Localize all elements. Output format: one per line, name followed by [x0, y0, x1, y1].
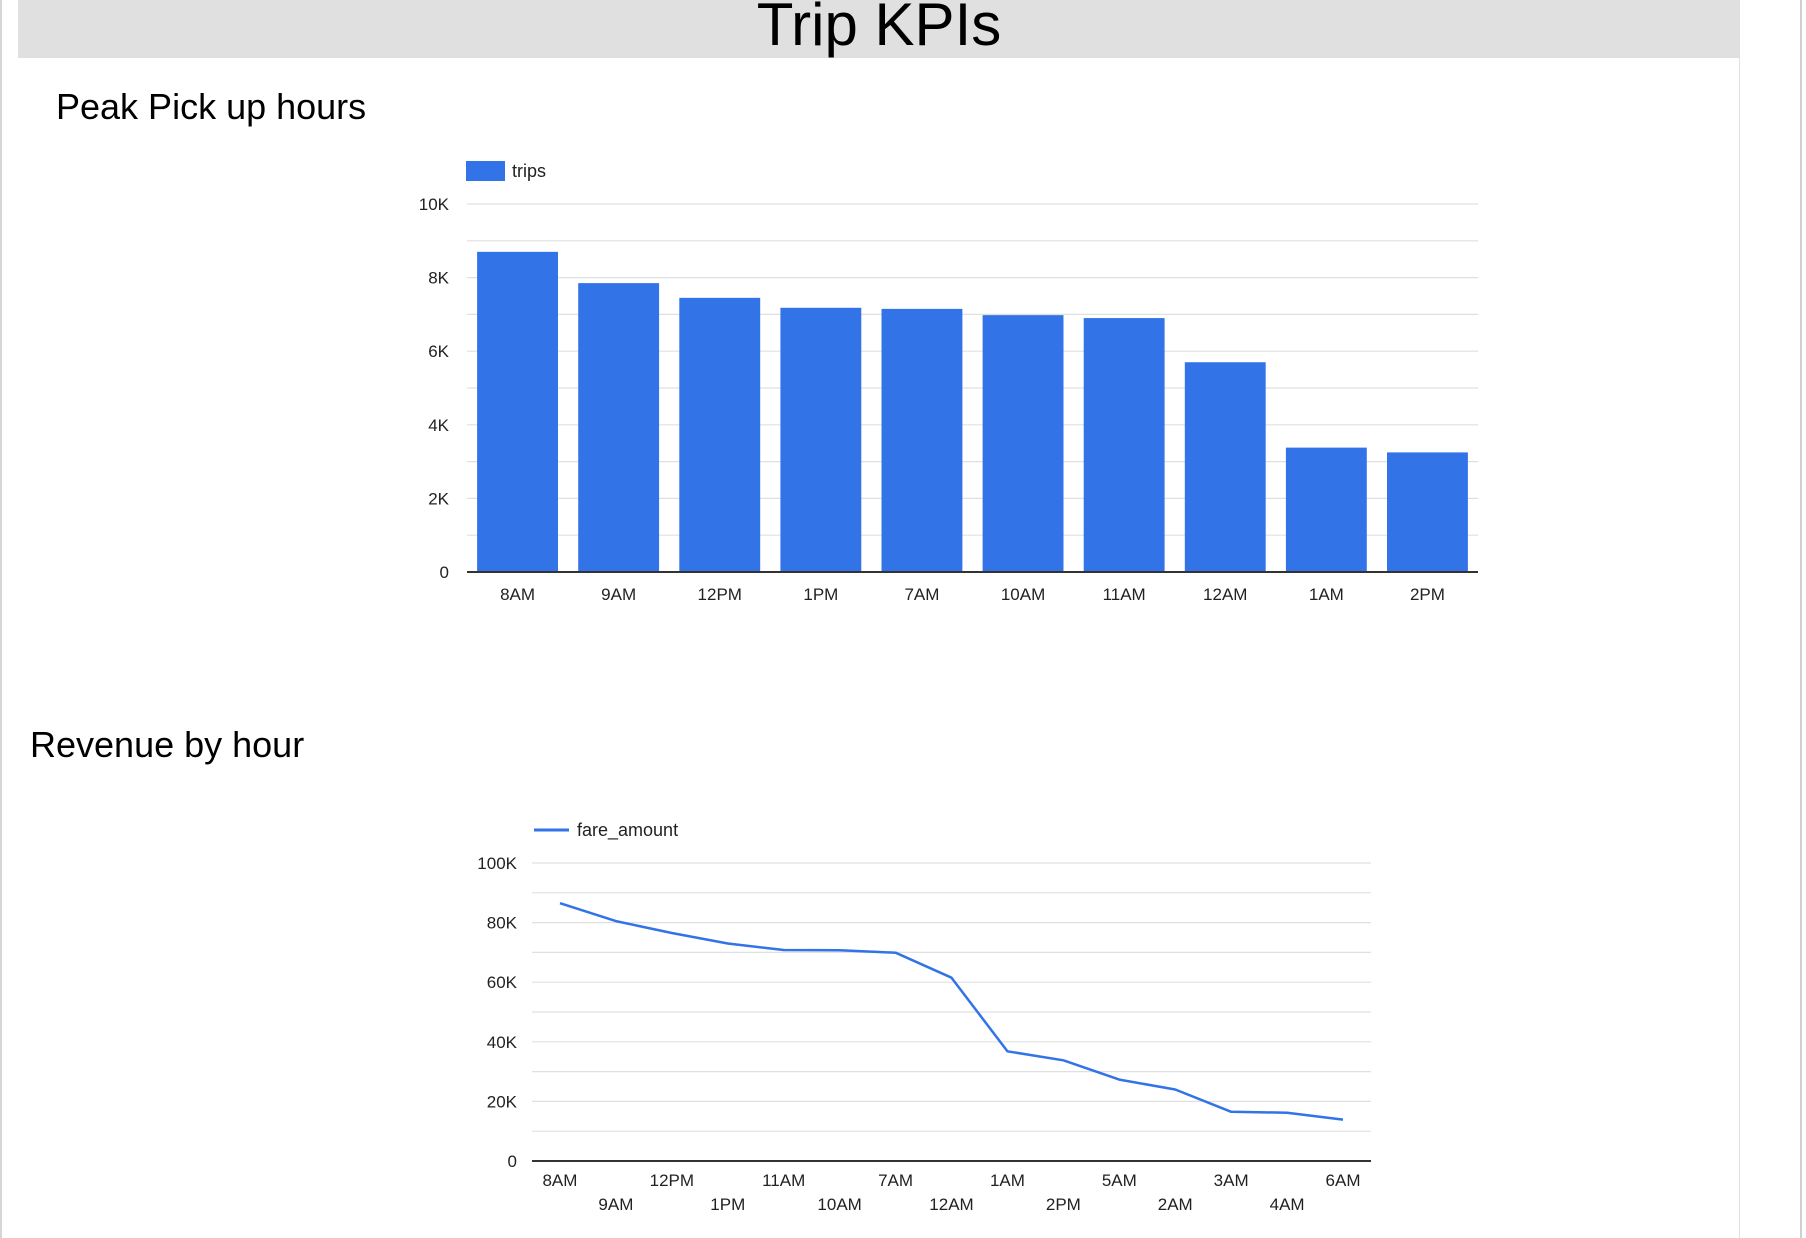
bar-x-tick-label: 9AM	[601, 585, 636, 604]
bar-mark	[1387, 452, 1468, 572]
line-series-fare_amount	[559, 902, 1344, 1121]
bar-y-tick-label: 2K	[428, 489, 449, 508]
bar-chart: 0 2K 4K 6K 8K 10K 8AM 9AM 12PM 1PM 7AM 10AM 11AM 12AM…	[419, 161, 1478, 604]
line-x-tick-label: 10AM	[817, 1195, 861, 1214]
bar-mark	[578, 283, 660, 572]
page-title: Trip KPIs	[756, 0, 1002, 58]
line-x-tick-label: 12PM	[650, 1171, 694, 1190]
line-x-tick-label: 2AM	[1158, 1195, 1193, 1214]
header-bar: Trip KPIs	[18, 0, 1740, 58]
frame-scrollbar-edge	[1800, 0, 1802, 1238]
bar-x-tick-label: 11AM	[1103, 585, 1146, 604]
bar-x-tick-label: 2PM	[1410, 585, 1445, 604]
bar-mark	[679, 297, 761, 572]
bar-mark	[1285, 447, 1367, 572]
bar-x-tick-label: 1AM	[1309, 585, 1344, 604]
line-y-tick-label: 80K	[487, 914, 518, 933]
bar-x-tick-label: 1PM	[803, 585, 838, 604]
bar-y-tick-label: 8K	[428, 269, 449, 288]
bar-y-tick-label: 4K	[428, 416, 449, 435]
bar-x-tick-label: 12PM	[698, 585, 742, 604]
line-x-tick-label: 8AM	[542, 1171, 577, 1190]
frame-left-border	[0, 0, 2, 1238]
line-x-tick-label: 5AM	[1102, 1171, 1137, 1190]
line-x-tick-label: 1AM	[990, 1171, 1025, 1190]
line-chart-title: Revenue by hour	[30, 724, 305, 765]
bar-y-tick-label: 0	[440, 563, 449, 582]
line-y-tick-label: 60K	[487, 973, 518, 992]
line-x-tick-label: 12AM	[929, 1195, 973, 1214]
bar-legend-label: trips	[512, 161, 546, 181]
line-y-tick-label: 20K	[487, 1092, 518, 1111]
line-y-tick-label: 100K	[477, 854, 517, 873]
line-x-tick-label: 1PM	[710, 1195, 745, 1214]
line-x-tick-label: 4AM	[1270, 1195, 1305, 1214]
bar-x-tick-label: 10AM	[1001, 585, 1045, 604]
line-x-tick-label: 11AM	[762, 1171, 805, 1190]
bar-chart-title: Peak Pick up hours	[56, 86, 367, 127]
line-y-tick-label: 40K	[487, 1033, 518, 1052]
bar-mark	[881, 308, 963, 572]
line-legend-label: fare_amount	[577, 820, 678, 841]
line-x-tick-label: 7AM	[878, 1171, 913, 1190]
bar-legend-swatch	[466, 161, 505, 181]
bar-mark	[982, 315, 1064, 572]
bar-y-tick-label: 10K	[419, 195, 450, 214]
bar-y-tick-label: 6K	[428, 342, 449, 361]
line-y-tick-label: 0	[508, 1152, 517, 1171]
line-x-tick-label: 6AM	[1326, 1171, 1361, 1190]
bar-mark	[1184, 362, 1266, 572]
bar-mark	[477, 251, 558, 572]
bar-x-tick-label: 12AM	[1203, 585, 1247, 604]
bar-mark	[1083, 318, 1165, 572]
bar-mark	[780, 307, 862, 572]
frame-right-border	[1739, 0, 1740, 1238]
line-x-tick-label: 3AM	[1214, 1171, 1249, 1190]
bar-x-tick-label: 8AM	[500, 585, 535, 604]
bar-x-tick-label: 7AM	[904, 585, 939, 604]
line-x-tick-label: 2PM	[1046, 1195, 1081, 1214]
line-x-tick-label: 9AM	[598, 1195, 633, 1214]
